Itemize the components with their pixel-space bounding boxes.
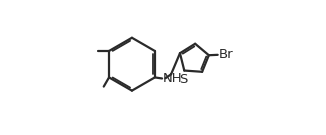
Text: S: S: [179, 73, 188, 86]
Text: NH: NH: [162, 72, 182, 85]
Text: Br: Br: [218, 48, 233, 61]
